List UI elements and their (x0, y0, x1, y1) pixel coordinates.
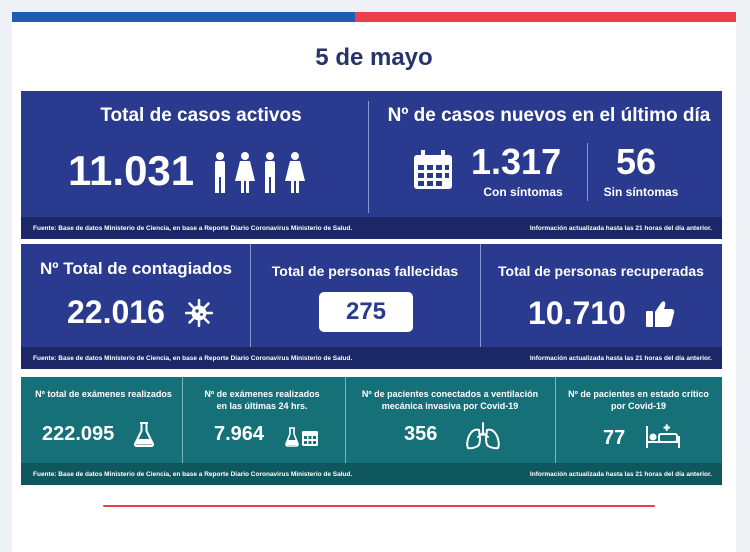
row1-divider (368, 101, 369, 213)
recovered-title: Total de personas recuperadas (498, 263, 704, 279)
deaths-title: Total de personas fallecidas (271, 263, 459, 279)
critical-title-1: Nº de pacientes en estado crítico (568, 389, 709, 399)
calendar-icon (414, 150, 452, 189)
symptomatic-label: Con síntomas (483, 185, 563, 199)
recovered-value: 10.710 (528, 295, 626, 331)
row3-divider-1 (182, 377, 183, 463)
row2-updated: Información actualizada hasta las 21 hor… (529, 355, 712, 362)
panel-cases: Total de casos activos 11.031 Nº de caso… (21, 91, 722, 239)
exams24-value: 7.964 (214, 423, 265, 445)
report-date: 5 de mayo (315, 44, 433, 71)
row3-updated: Información actualizada hasta las 21 hor… (529, 471, 712, 478)
exams24-title-1: Nº de exámenes realizados (204, 389, 320, 399)
ventilation-value: 356 (404, 423, 438, 445)
row1-source: Fuente: Base de datos Ministerio de Cien… (33, 225, 353, 232)
symptomatic-value: 1.317 (471, 141, 562, 182)
flask-icon (133, 422, 155, 447)
flask-calendar-icon (285, 427, 318, 447)
row3-source: Fuente: Base de datos Ministerio de Cien… (33, 471, 353, 478)
thumbs-up-icon (646, 301, 675, 327)
row2-source: Fuente: Base de datos Ministerio de Cien… (33, 355, 353, 362)
new-cases-title: Nº de casos nuevos en el último día (387, 105, 711, 126)
active-cases-value: 11.031 (68, 147, 195, 194)
hospital-bed-icon (646, 424, 680, 448)
bottom-accent-line (103, 505, 655, 507)
ventilation-title-2: mecánica invasiva por Covid-19 (381, 401, 519, 411)
row1-footer: Fuente: Base de datos Ministerio de Cien… (21, 217, 722, 239)
virus-icon (185, 299, 213, 327)
critical-title-2: por Covid-19 (610, 401, 666, 411)
panel-totals: Nº Total de contagiados 22.016 Total de … (21, 244, 722, 369)
exams-title: Nº total de exámenes realizados (35, 389, 172, 399)
row3-footer: Fuente: Base de datos Ministerio de Cien… (21, 463, 722, 485)
exams-value: 222.095 (42, 423, 115, 445)
ventilation-title-1: Nº de pacientes conectados a ventilación (361, 389, 539, 399)
asymptomatic-value: 56 (616, 141, 657, 182)
row2-divider-2 (480, 244, 481, 347)
new-cases-divider (587, 143, 588, 201)
active-cases-title: Total de casos activos (100, 105, 302, 126)
total-infected-title: Nº Total de contagiados (40, 259, 232, 278)
exams24-title-2: en las últimas 24 hrs. (216, 401, 308, 411)
total-infected-value: 22.016 (67, 294, 165, 330)
lungs-icon (466, 422, 500, 450)
critical-value: 77 (603, 427, 626, 449)
top-bar-red (355, 12, 736, 22)
row3-divider-2 (345, 377, 346, 463)
panel-tests: Nº total de exámenes realizados 222.095 … (21, 377, 722, 485)
row3-divider-3 (555, 377, 556, 463)
top-bar-blue (12, 12, 355, 22)
people-icon (215, 152, 305, 193)
row2-divider-1 (250, 244, 251, 347)
deaths-value: 275 (319, 292, 413, 332)
asymptomatic-label: Sin síntomas (603, 185, 679, 199)
row1-updated: Información actualizada hasta las 21 hor… (529, 225, 712, 232)
row2-footer: Fuente: Base de datos Ministerio de Cien… (21, 347, 722, 369)
